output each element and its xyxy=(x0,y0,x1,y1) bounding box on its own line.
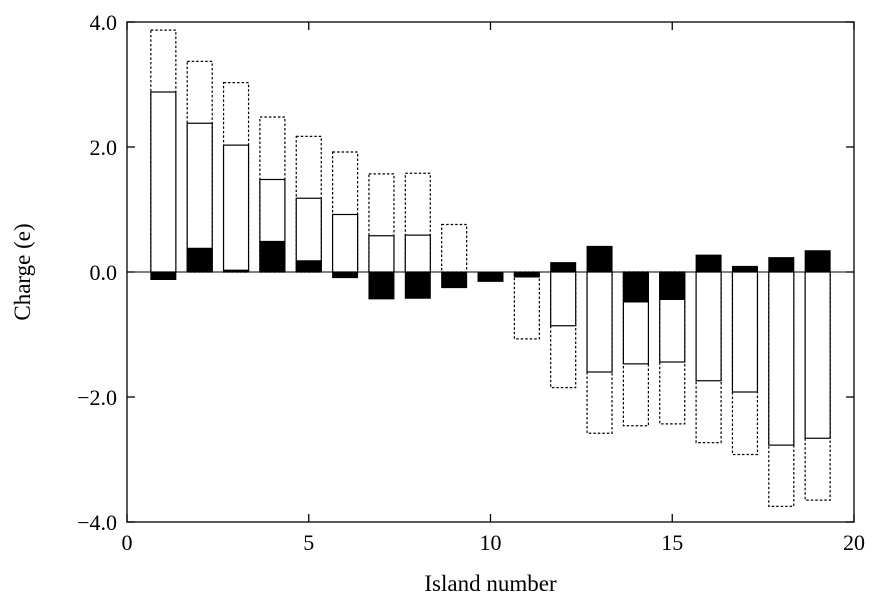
solid-outline-bar xyxy=(586,271,613,373)
x-tick-label: 15 xyxy=(661,530,683,555)
filled-black-bar xyxy=(404,271,431,299)
solid-outline-bar xyxy=(695,271,722,382)
filled-black-bar xyxy=(513,271,540,278)
bars-layer xyxy=(150,29,831,507)
ticks-layer xyxy=(126,21,855,523)
dotted-outline-bar xyxy=(441,223,468,273)
solid-outline-bar xyxy=(150,91,177,273)
filled-black-bar xyxy=(477,271,504,282)
filled-black-bar xyxy=(731,265,758,273)
y-tick-label: −4.0 xyxy=(77,510,117,535)
y-tick-label: −2.0 xyxy=(77,385,117,410)
filled-black-bar xyxy=(150,271,177,280)
filled-black-bar xyxy=(368,271,395,300)
filled-black-bar xyxy=(550,262,577,273)
solid-outline-bar xyxy=(731,271,759,393)
x-tick-label: 20 xyxy=(843,530,865,555)
y-tick-label: 4.0 xyxy=(90,10,118,35)
filled-black-bar xyxy=(441,271,468,289)
solid-outline-bar xyxy=(222,144,250,273)
solid-outline-bar xyxy=(768,271,795,446)
x-tick-label: 5 xyxy=(303,530,314,555)
filled-black-bar xyxy=(332,271,359,279)
solid-outline-bar xyxy=(368,235,395,273)
filled-black-bar xyxy=(295,260,322,273)
filled-black-bar xyxy=(768,257,795,273)
y-axis-label: Charge (e) xyxy=(10,223,35,320)
dotted-outline-bar xyxy=(513,271,540,340)
solid-outline-bar xyxy=(332,213,359,273)
filled-black-bar xyxy=(586,245,613,273)
filled-black-bar xyxy=(259,240,286,273)
solid-outline-bar xyxy=(404,234,431,273)
x-tick-label: 10 xyxy=(480,530,502,555)
y-tick-label: 0.0 xyxy=(90,260,118,285)
y-tick-label: 2.0 xyxy=(90,135,118,160)
filled-black-bar xyxy=(659,271,686,300)
filled-black-bar xyxy=(622,271,649,303)
filled-black-bar xyxy=(695,254,722,273)
solid-outline-bar xyxy=(295,197,322,273)
x-tick-label: 0 xyxy=(122,530,133,555)
filled-black-bar xyxy=(804,250,831,273)
solid-outline-bar xyxy=(186,122,213,273)
filled-black-bar xyxy=(186,247,213,273)
solid-outline-bar xyxy=(804,271,831,439)
tick-labels-layer: 0 5 10 15 20 −4.0 −2.0 0.0 2.0 4.0 xyxy=(77,10,865,555)
solid-outline-bar xyxy=(550,271,577,327)
x-axis-label: Island number xyxy=(424,571,557,596)
